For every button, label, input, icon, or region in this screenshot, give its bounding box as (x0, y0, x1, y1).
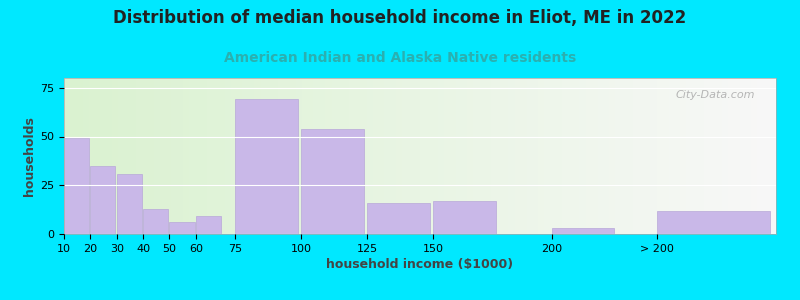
Bar (552, 228, 614, 234)
X-axis label: household income ($1000): household income ($1000) (326, 258, 514, 271)
Bar (117, 173, 142, 234)
Bar (90, 166, 115, 234)
Bar (143, 209, 168, 234)
Bar (235, 99, 298, 234)
Text: American Indian and Alaska Native residents: American Indian and Alaska Native reside… (224, 51, 576, 65)
Bar (302, 129, 364, 234)
Bar (170, 222, 194, 234)
Text: City-Data.com: City-Data.com (675, 91, 754, 100)
Bar (196, 217, 221, 234)
Bar (658, 211, 770, 234)
Y-axis label: households: households (23, 116, 36, 196)
Bar (433, 201, 496, 234)
Bar (64, 138, 89, 234)
Bar (367, 203, 430, 234)
Text: Distribution of median household income in Eliot, ME in 2022: Distribution of median household income … (114, 9, 686, 27)
